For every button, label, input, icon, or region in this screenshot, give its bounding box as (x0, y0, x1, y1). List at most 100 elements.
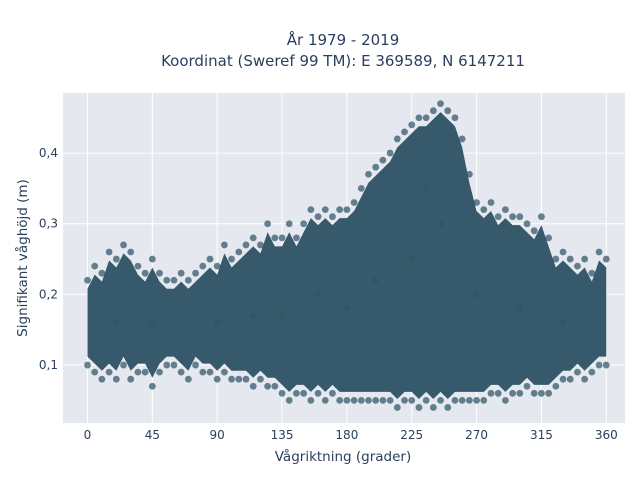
data-point (293, 234, 300, 242)
data-point (509, 213, 516, 221)
y-axis-ticks: 0,1 0,2 0,3 0,4 (39, 146, 58, 372)
data-point (581, 255, 589, 263)
data-point (437, 396, 444, 404)
data-point (350, 199, 358, 206)
data-point (242, 241, 250, 249)
data-point (300, 220, 308, 228)
data-point (465, 170, 473, 178)
data-point (343, 305, 351, 312)
data-point (314, 389, 322, 397)
data-point (336, 396, 344, 404)
data-point (516, 213, 524, 221)
data-point (314, 213, 322, 221)
data-point (170, 276, 178, 284)
data-point (206, 368, 214, 376)
data-point (300, 389, 308, 397)
data-point (408, 255, 416, 263)
x-tick-label: 0 (84, 428, 92, 442)
data-point (314, 290, 322, 298)
data-point (105, 368, 113, 376)
data-point (559, 375, 567, 383)
data-point (372, 276, 380, 284)
data-point (329, 213, 336, 221)
data-point (487, 389, 495, 397)
x-tick-label: 360 (595, 428, 618, 442)
data-point (602, 361, 610, 369)
data-point (365, 170, 372, 178)
data-point (559, 248, 567, 256)
data-point (401, 396, 408, 404)
y-tick-label: 0,4 (39, 146, 58, 160)
data-point (148, 255, 156, 263)
x-axis-label: Vågriktning (grader) (275, 448, 412, 465)
data-point (112, 375, 120, 383)
data-point (494, 213, 502, 221)
data-point (127, 375, 135, 383)
data-point (293, 389, 300, 397)
data-point (451, 396, 459, 404)
data-point (264, 220, 272, 228)
data-point (408, 396, 416, 404)
data-point (487, 199, 495, 206)
chart-title-line-1: År 1979 - 2019 (287, 30, 400, 49)
x-tick-label: 225 (400, 428, 423, 442)
data-point (235, 375, 243, 383)
data-point (429, 404, 437, 411)
data-point (559, 319, 567, 327)
data-point (213, 375, 221, 383)
data-point (465, 396, 473, 404)
data-point (120, 241, 127, 249)
data-point (120, 361, 127, 369)
data-point (588, 269, 596, 277)
data-points (84, 100, 610, 411)
data-point (285, 220, 293, 228)
data-point (379, 396, 387, 404)
data-point (148, 319, 156, 327)
data-point (249, 382, 257, 390)
data-point (372, 396, 380, 404)
y-tick-label: 0,3 (39, 217, 58, 231)
data-point (538, 213, 545, 221)
data-point (451, 114, 459, 122)
data-point (257, 241, 264, 249)
data-point (343, 396, 351, 404)
data-point (530, 389, 538, 397)
data-point (408, 121, 416, 129)
data-point (163, 276, 171, 284)
data-point (357, 396, 365, 404)
data-point (379, 156, 387, 164)
data-point (84, 361, 91, 369)
data-point (343, 206, 351, 213)
data-point (271, 234, 279, 242)
data-point (278, 312, 286, 319)
data-density-bands (87, 112, 607, 399)
data-point (574, 262, 581, 270)
data-point (574, 368, 581, 376)
data-point (581, 375, 589, 383)
data-point (545, 234, 553, 242)
data-point (156, 269, 163, 277)
y-axis-label: Signifikant våghöjd (m) (14, 179, 31, 337)
data-point (422, 396, 430, 404)
data-point (184, 375, 192, 383)
data-point (393, 135, 401, 143)
data-point (602, 255, 610, 263)
data-point (249, 312, 257, 319)
data-point (177, 269, 185, 277)
x-tick-label: 180 (335, 428, 358, 442)
data-point (278, 389, 286, 397)
data-point (422, 184, 430, 192)
data-point (213, 262, 221, 270)
data-point (307, 396, 315, 404)
data-point (523, 382, 531, 390)
data-point (112, 255, 120, 263)
dense-data-region (87, 112, 607, 399)
y-tick-label: 0,2 (39, 287, 58, 301)
data-point (437, 100, 444, 107)
data-point (365, 396, 372, 404)
data-point (545, 389, 553, 397)
data-point (350, 396, 358, 404)
data-point (91, 262, 99, 270)
data-point (458, 396, 466, 404)
data-point (321, 396, 329, 404)
